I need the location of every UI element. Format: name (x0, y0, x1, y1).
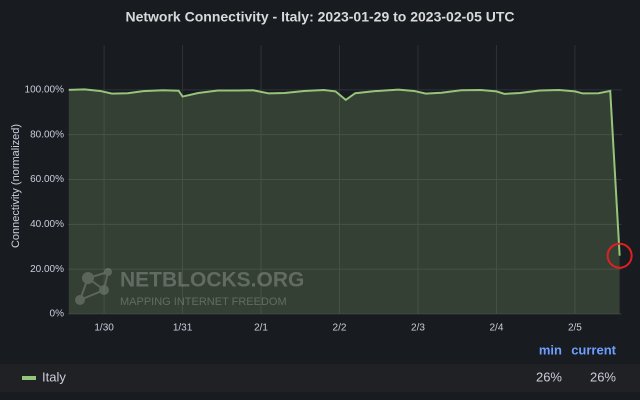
legend-label: Italy (42, 369, 66, 384)
x-tick-label: 2/4 (489, 323, 503, 334)
legend-background (0, 364, 640, 392)
y-tick-label: 60.00% (30, 174, 64, 185)
watermark-icon (82, 272, 94, 284)
legend-value: 26% (536, 369, 562, 384)
watermark: NETBLOCKS.ORG MAPPING INTERNET FREEDOM (75, 268, 304, 308)
x-tick-label: 2/5 (568, 323, 582, 334)
area (68, 89, 620, 314)
x-tick-label: 1/31 (173, 323, 193, 334)
watermark-subtitle: MAPPING INTERNET FREEDOM (120, 296, 287, 308)
y-tick-label: 0% (50, 309, 65, 320)
y-tick-label: 40.00% (30, 219, 64, 230)
x-tick-label: 2/3 (411, 323, 425, 334)
x-tick-label: 2/1 (254, 323, 268, 334)
y-tick-label: 80.00% (30, 129, 64, 140)
watermark-icon (75, 295, 85, 305)
watermark-icon (78, 270, 110, 302)
y-axis-label: Connectivity (normalized) (10, 124, 22, 248)
y-tick-label: 20.00% (30, 264, 64, 275)
highlight-circle (606, 242, 633, 269)
watermark-icon (104, 268, 112, 276)
legend-column-header: min (539, 342, 562, 357)
legend-value: 26% (590, 369, 616, 384)
x-tick-label: 2/2 (333, 323, 347, 334)
watermark-icon (99, 285, 109, 295)
line (68, 88, 621, 256)
legend-column-header: current (571, 342, 616, 357)
chart-title: Network Connectivity - Italy: 2023-01-29… (125, 9, 514, 25)
y-tick-label: 100.00% (25, 84, 65, 95)
x-tick-label: 1/30 (94, 323, 114, 334)
watermark-title: NETBLOCKS.ORG (120, 269, 304, 292)
